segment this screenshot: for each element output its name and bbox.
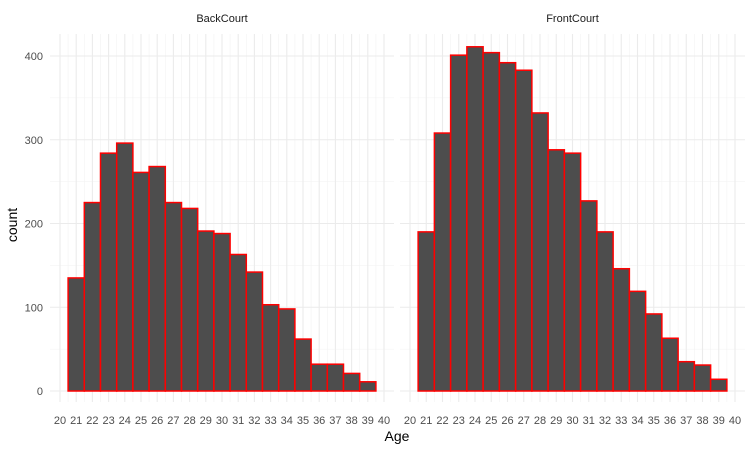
x-tick-label: 38 — [696, 415, 708, 427]
x-tick-label: 23 — [102, 415, 114, 427]
x-tick-label: 21 — [420, 415, 432, 427]
histogram-bar — [261, 303, 280, 392]
x-tick-label: 25 — [485, 415, 497, 427]
x-tick-label: 21 — [70, 415, 82, 427]
histogram-bar — [482, 51, 501, 392]
x-tick-label: 32 — [248, 415, 260, 427]
histogram-bar — [148, 165, 167, 392]
x-tick-label: 38 — [345, 415, 357, 427]
histogram-bar — [358, 381, 377, 392]
histogram-bar — [229, 253, 248, 392]
x-tick-label: 30 — [216, 415, 228, 427]
histogram-bar — [196, 230, 215, 392]
histogram-bar — [67, 277, 86, 392]
x-tick-label: 39 — [713, 415, 725, 427]
x-tick-label: 20 — [404, 415, 416, 427]
histogram-bar — [180, 207, 199, 392]
x-tick-label: 34 — [631, 415, 643, 427]
x-tick-label: 24 — [119, 415, 131, 427]
x-tick-label: 30 — [566, 415, 578, 427]
histogram-bar — [677, 360, 696, 392]
x-tick-label: 36 — [664, 415, 676, 427]
y-tick-label: 200 — [25, 219, 43, 231]
x-tick-label: 23 — [453, 415, 465, 427]
histogram-bar — [294, 338, 312, 392]
histogram-bar — [547, 149, 566, 392]
histogram-bar — [83, 201, 102, 392]
histogram-bar — [466, 46, 484, 392]
x-tick-label: 24 — [469, 415, 481, 427]
x-tick-label: 28 — [183, 415, 195, 427]
y-tick-label: 400 — [25, 51, 43, 63]
histogram-bar — [326, 363, 345, 392]
histogram-bar — [310, 363, 329, 392]
histogram-bar — [596, 231, 614, 392]
x-tick-label: 33 — [264, 415, 276, 427]
histogram-bar — [433, 132, 452, 392]
y-tick-label: 300 — [25, 135, 43, 147]
x-tick-label: 22 — [86, 415, 98, 427]
histogram-bar — [579, 200, 598, 392]
histogram-bar — [417, 231, 436, 392]
histogram-bar — [709, 378, 728, 392]
x-tick-label: 27 — [518, 415, 530, 427]
x-tick-label: 32 — [599, 415, 611, 427]
histogram-bar — [115, 142, 134, 392]
histogram-bar — [498, 61, 517, 392]
x-tick-label: 37 — [329, 415, 341, 427]
x-tick-label: 29 — [200, 415, 212, 427]
x-tick-label: 33 — [615, 415, 627, 427]
histogram-bar — [514, 69, 533, 392]
histogram-bar — [661, 337, 679, 392]
x-tick-label: 29 — [550, 415, 562, 427]
x-tick-label: 31 — [232, 415, 244, 427]
x-tick-label: 39 — [362, 415, 374, 427]
x-axis-title: Age — [385, 428, 410, 444]
x-tick-label: 37 — [680, 415, 692, 427]
x-tick-label: 35 — [297, 415, 309, 427]
x-tick-label: 40 — [378, 415, 390, 427]
histogram-bar — [213, 232, 231, 392]
facet-strip-label: FrontCourt — [546, 13, 599, 25]
x-tick-label: 26 — [151, 415, 163, 427]
x-tick-label: 40 — [729, 415, 741, 427]
histogram-bar — [644, 313, 663, 392]
histogram-bar — [245, 271, 264, 392]
facet-strip-label: BackCourt — [196, 13, 247, 25]
histogram-bar — [164, 201, 183, 392]
histogram-bar — [277, 308, 296, 392]
x-tick-label: 20 — [54, 415, 66, 427]
histogram-bar — [563, 152, 582, 392]
x-tick-label: 25 — [135, 415, 147, 427]
y-tick-label: 0 — [37, 386, 43, 398]
y-tick-label: 100 — [25, 302, 43, 314]
x-tick-label: 31 — [583, 415, 595, 427]
x-tick-label: 27 — [167, 415, 179, 427]
histogram-bar — [612, 267, 631, 392]
histogram-bar — [342, 372, 361, 392]
histogram-bar — [628, 290, 647, 392]
x-tick-label: 34 — [281, 415, 293, 427]
histogram-bar — [99, 152, 118, 392]
histogram-bar — [693, 364, 712, 392]
y-axis-title: count — [4, 208, 20, 242]
x-tick-label: 26 — [501, 415, 513, 427]
histogram-bar — [531, 112, 549, 392]
x-tick-label: 36 — [313, 415, 325, 427]
x-tick-label: 22 — [436, 415, 448, 427]
x-tick-label: 35 — [648, 415, 660, 427]
histogram-bar — [132, 171, 150, 392]
x-tick-label: 28 — [534, 415, 546, 427]
histogram-bar — [449, 54, 468, 392]
